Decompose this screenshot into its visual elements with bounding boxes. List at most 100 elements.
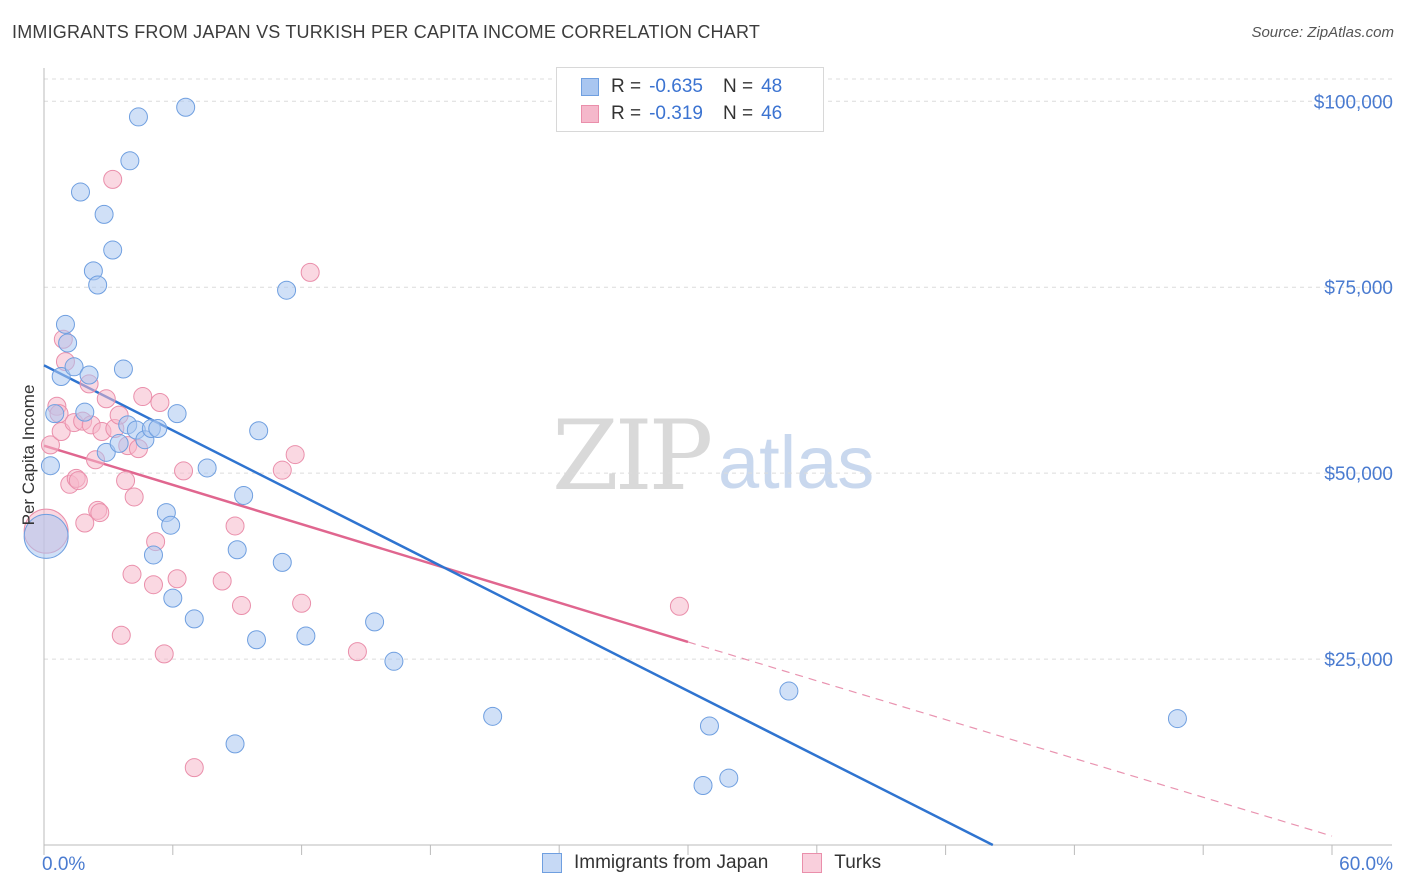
point-turks bbox=[347, 642, 367, 662]
point-japan bbox=[693, 776, 713, 796]
point-japan bbox=[176, 97, 196, 117]
point-japan bbox=[75, 402, 95, 422]
watermark-atlas: atlas bbox=[718, 421, 875, 504]
point-japan bbox=[128, 107, 148, 127]
trend-line-japan bbox=[43, 364, 994, 847]
point-japan bbox=[719, 768, 739, 788]
point-japan bbox=[365, 612, 385, 632]
legend-n-value: 48 bbox=[761, 76, 783, 97]
point-japan bbox=[148, 419, 168, 439]
point-turks bbox=[96, 389, 116, 409]
point-japan bbox=[249, 421, 269, 441]
y-tick-label: $25,000 bbox=[1324, 650, 1393, 671]
y-tick-label: $75,000 bbox=[1324, 278, 1393, 299]
point-turks bbox=[669, 596, 689, 616]
point-japan bbox=[483, 706, 503, 726]
point-turks bbox=[150, 393, 170, 413]
trend-lines bbox=[43, 364, 1333, 847]
point-turks bbox=[90, 503, 110, 523]
point-turks bbox=[167, 569, 187, 589]
trend-line-turks bbox=[43, 444, 689, 644]
legend-n-label: N = bbox=[722, 76, 754, 97]
point-japan bbox=[70, 182, 90, 202]
legend-row-japan: R = -0.635 N = 48 bbox=[581, 74, 782, 100]
legend-swatch-turks bbox=[802, 853, 823, 873]
point-turks bbox=[133, 387, 153, 407]
point-japan bbox=[247, 630, 267, 650]
point-turks bbox=[40, 435, 60, 455]
point-japan bbox=[23, 513, 69, 559]
point-turks bbox=[184, 758, 204, 778]
point-japan bbox=[1167, 709, 1187, 729]
point-japan bbox=[45, 404, 65, 424]
point-turks bbox=[122, 564, 142, 584]
point-japan bbox=[225, 734, 245, 754]
axes bbox=[43, 68, 1392, 855]
y-tick-label: $50,000 bbox=[1324, 464, 1393, 485]
point-japan bbox=[58, 333, 78, 353]
point-turks bbox=[285, 445, 305, 465]
point-japan bbox=[296, 626, 316, 646]
point-turks bbox=[292, 593, 312, 613]
point-turks bbox=[154, 644, 174, 664]
legend-swatch-turks bbox=[581, 105, 599, 123]
point-japan bbox=[88, 275, 108, 295]
point-japan bbox=[79, 365, 99, 385]
chart-title: IMMIGRANTS FROM JAPAN VS TURKISH PER CAP… bbox=[12, 22, 761, 42]
point-japan bbox=[277, 280, 297, 300]
point-turks bbox=[68, 471, 88, 491]
legend-r-label: R = bbox=[611, 76, 642, 97]
watermark-zip: ZIP bbox=[552, 400, 713, 512]
point-japan bbox=[55, 314, 75, 334]
legend-label-turks: Turks bbox=[834, 852, 882, 873]
legend-swatch-japan bbox=[581, 78, 599, 96]
x-tick-label: 0.0% bbox=[42, 854, 85, 875]
point-turks bbox=[111, 625, 131, 645]
legend-row-turks: R = -0.319 N = 46 bbox=[581, 101, 782, 127]
point-turks bbox=[225, 516, 245, 536]
point-japan bbox=[40, 456, 60, 476]
legend-label-japan: Immigrants from Japan bbox=[574, 852, 769, 873]
legend-n-value: 46 bbox=[761, 103, 783, 124]
point-japan bbox=[163, 588, 183, 608]
x-tick-label: 60.0% bbox=[1339, 854, 1393, 875]
point-japan bbox=[113, 359, 133, 379]
point-turks bbox=[75, 513, 95, 533]
point-japan bbox=[384, 651, 404, 671]
trend-line-turks-extension bbox=[687, 641, 1333, 837]
point-japan bbox=[161, 515, 181, 535]
series-legend: Immigrants from Japan Turks bbox=[542, 852, 915, 874]
point-turks bbox=[124, 487, 144, 507]
legend-item-turks[interactable]: Turks bbox=[802, 852, 881, 874]
point-turks bbox=[231, 596, 251, 616]
point-japan bbox=[143, 545, 163, 565]
legend-r-value: -0.319 bbox=[649, 103, 703, 124]
legend-r-value: -0.635 bbox=[649, 76, 703, 97]
point-japan bbox=[227, 540, 247, 560]
point-japan bbox=[64, 357, 84, 377]
point-japan bbox=[103, 240, 123, 260]
point-turks bbox=[272, 460, 292, 480]
legend-swatch-japan bbox=[542, 853, 562, 873]
point-japan bbox=[272, 552, 292, 572]
tick-labels: $25,000 $50,000 $75,000 $100,000 0.0% 60.0% bbox=[42, 92, 1393, 875]
point-turks bbox=[143, 575, 163, 595]
point-japan bbox=[94, 204, 114, 224]
point-japan bbox=[167, 404, 187, 424]
point-turks bbox=[174, 461, 194, 481]
point-japan bbox=[109, 433, 129, 453]
point-turks bbox=[116, 471, 136, 491]
point-japan bbox=[779, 681, 799, 701]
y-axis-label: Per Capita Income bbox=[19, 385, 38, 526]
point-japan bbox=[51, 366, 71, 386]
point-japan bbox=[699, 716, 719, 736]
point-turks bbox=[212, 571, 232, 591]
point-japan bbox=[120, 151, 140, 171]
data-points bbox=[23, 97, 1187, 796]
point-turks bbox=[103, 169, 123, 189]
point-japan bbox=[234, 485, 254, 505]
legend-item-japan[interactable]: Immigrants from Japan bbox=[542, 852, 768, 874]
legend-n-label: N = bbox=[722, 103, 754, 124]
point-turks bbox=[300, 262, 320, 282]
